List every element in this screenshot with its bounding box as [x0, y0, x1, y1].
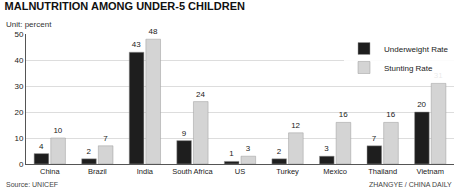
- svg-text:India: India: [137, 167, 154, 176]
- svg-text:16: 16: [339, 110, 348, 119]
- svg-text:48: 48: [148, 27, 157, 36]
- svg-text:0: 0: [19, 160, 24, 169]
- svg-text:Vietnam: Vietnam: [417, 167, 444, 176]
- svg-text:Source: UNICEF: Source: UNICEF: [6, 181, 58, 188]
- svg-text:MALNUTRITION AMONG UNDER-5 CHI: MALNUTRITION AMONG UNDER-5 CHILDREN: [5, 0, 245, 12]
- svg-text:10: 10: [53, 126, 62, 135]
- svg-text:3: 3: [246, 144, 251, 153]
- svg-text:Unit: percent: Unit: percent: [6, 20, 52, 29]
- svg-text:2: 2: [277, 147, 282, 156]
- svg-text:16: 16: [386, 110, 395, 119]
- svg-text:30: 30: [14, 82, 23, 91]
- svg-text:Underweight Rate: Underweight Rate: [384, 45, 449, 54]
- svg-text:1: 1: [229, 149, 234, 158]
- svg-text:7: 7: [372, 134, 377, 143]
- svg-text:ZHANGYE / CHINA DAILY: ZHANGYE / CHINA DAILY: [369, 181, 452, 188]
- svg-text:20: 20: [14, 108, 23, 117]
- svg-text:Thailand: Thailand: [368, 167, 397, 176]
- svg-text:40: 40: [14, 56, 23, 65]
- svg-text:2: 2: [87, 147, 92, 156]
- svg-text:China: China: [40, 167, 60, 176]
- svg-text:43: 43: [132, 40, 141, 49]
- svg-text:Brazil: Brazil: [88, 167, 107, 176]
- svg-text:50: 50: [14, 30, 23, 39]
- svg-text:9: 9: [182, 129, 187, 138]
- svg-text:Turkey: Turkey: [276, 167, 299, 176]
- svg-text:Mexico: Mexico: [323, 167, 347, 176]
- svg-text:7: 7: [103, 134, 108, 143]
- svg-text:12: 12: [291, 121, 300, 130]
- svg-text:US: US: [235, 167, 245, 176]
- svg-text:10: 10: [14, 134, 23, 143]
- svg-text:South Africa: South Africa: [172, 167, 213, 176]
- svg-text:Stunting Rate: Stunting Rate: [384, 64, 433, 73]
- svg-text:20: 20: [417, 100, 426, 109]
- svg-text:24: 24: [196, 90, 205, 99]
- svg-text:4: 4: [39, 142, 44, 151]
- svg-text:3: 3: [324, 144, 329, 153]
